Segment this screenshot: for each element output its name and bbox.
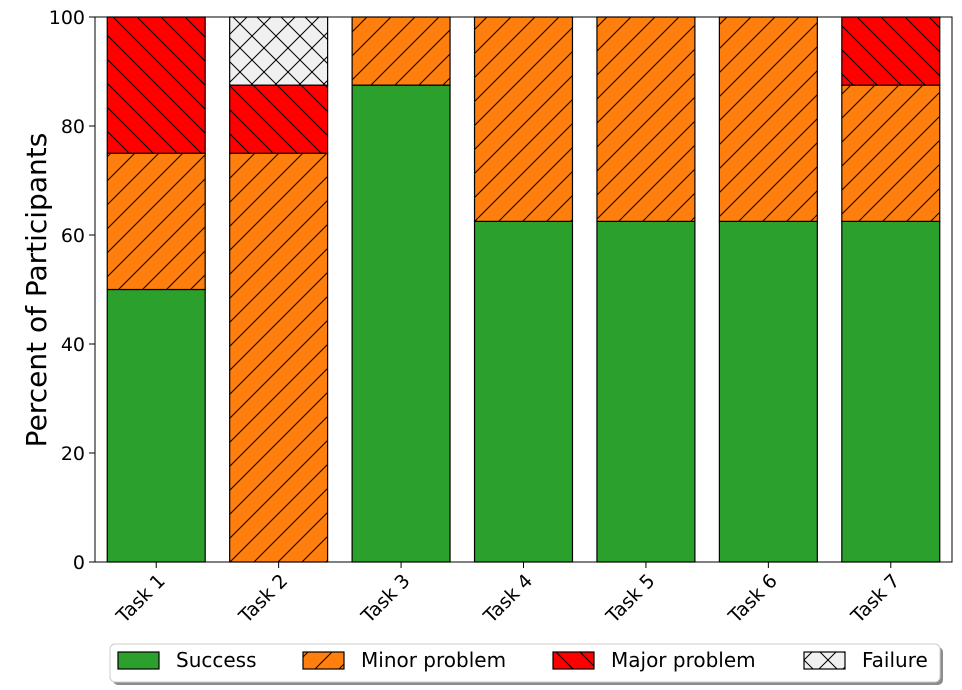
x-tick-label: Task 5: [601, 570, 659, 628]
bar-minor-problem-task-7: [841, 84, 941, 222]
legend-entry-minor-problem: Minor problem: [302, 648, 506, 672]
legend-label: Minor problem: [361, 648, 506, 672]
legend-label: Failure: [862, 648, 928, 672]
y-axis-title: Percent of Participants: [20, 133, 53, 448]
bar-major-problem-task-2: [229, 84, 329, 154]
legend: Success Minor problem Major problem Failure: [109, 643, 943, 685]
y-tick-label: 60: [61, 225, 85, 247]
bar-success-task-7: [841, 220, 941, 563]
bar-success-task-6: [718, 220, 818, 563]
y-tick-label: 100: [49, 7, 85, 29]
bar-major-problem-task-7: [841, 16, 941, 86]
bar-success-task-4: [473, 220, 574, 563]
bar-minor-problem-task-2: [229, 152, 329, 563]
y-tick-label: 0: [73, 552, 85, 574]
x-tick-label: Task 1: [112, 570, 170, 628]
bar-minor-problem-task-6: [718, 16, 818, 222]
x-tick-label: Task 2: [234, 570, 292, 628]
bar-minor-problem-task-5: [596, 16, 696, 222]
bar-minor-problem-task-4: [473, 16, 574, 222]
bar-minor-problem-task-1: [106, 152, 206, 291]
legend-entry-major-problem: Major problem: [552, 648, 756, 672]
legend-entry-failure: Failure: [803, 648, 928, 672]
legend-label: Major problem: [611, 648, 756, 672]
x-tick-label: Task 7: [846, 570, 904, 628]
bars-layer: [106, 16, 941, 563]
bar-major-problem-task-1: [106, 16, 206, 154]
legend-entries: Success Minor problem Major problem Failure: [117, 648, 928, 672]
y-tick-label: 40: [61, 334, 85, 356]
x-tick-label: Task 4: [479, 570, 537, 628]
x-tick-label: Task 6: [724, 570, 782, 628]
bar-success-task-3: [351, 84, 451, 563]
bar-success-task-5: [596, 220, 696, 563]
bar-failure-task-2: [229, 16, 329, 86]
bar-minor-problem-task-3: [351, 16, 451, 86]
y-tick-label: 80: [61, 116, 85, 138]
legend-entry-success: Success: [117, 648, 257, 672]
bar-success-task-1: [106, 288, 206, 563]
y-tick-label: 20: [61, 443, 85, 465]
x-tick-label: Task 3: [357, 570, 415, 628]
legend-label: Success: [176, 648, 257, 672]
